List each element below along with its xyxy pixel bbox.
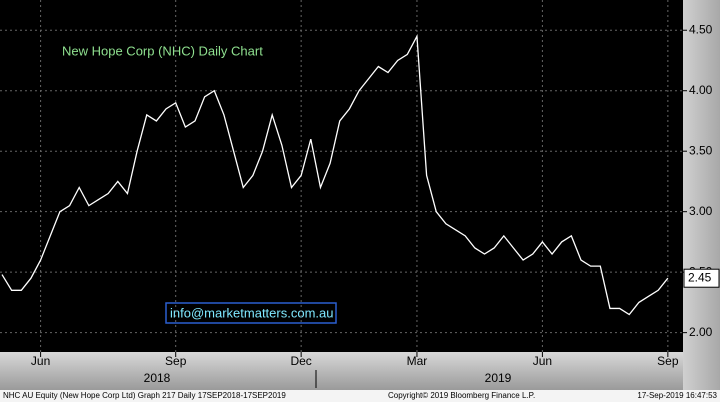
annotation: info@marketmatters.com.au	[170, 305, 333, 320]
x-tick-label: Sep	[165, 354, 187, 368]
chart-title: New Hope Corp (NHC) Daily Chart	[62, 43, 263, 58]
x-year-label: 2018	[144, 371, 171, 385]
footer-left: NHC AU Equity (New Hope Corp Ltd) Graph …	[3, 391, 286, 400]
last-price-label: 2.45	[688, 270, 712, 284]
annotation-box	[165, 302, 337, 324]
x-tick-label: Jun	[31, 354, 50, 368]
x-tick-label: Sep	[657, 354, 679, 368]
x-tick-label: Jun	[533, 354, 552, 368]
y-tick-label: 3.00	[689, 204, 713, 218]
x-year-label: 2019	[485, 371, 512, 385]
footer	[0, 390, 720, 402]
y-tick-label: 3.50	[689, 143, 713, 157]
plot-area	[0, 0, 683, 352]
x-axis-area	[0, 352, 683, 390]
last-price-box	[683, 268, 720, 288]
y-tick-label: 2.00	[689, 325, 713, 339]
price-line	[1, 33, 669, 316]
footer-center: Copyright© 2019 Bloomberg Finance L.P.	[388, 391, 535, 400]
y-tick-label: 4.00	[689, 83, 713, 97]
x-tick-label: Dec	[290, 354, 311, 368]
footer-right: 17-Sep-2019 16:47:53	[637, 391, 717, 400]
y-axis-area	[683, 0, 720, 390]
x-tick-label: Mar	[407, 354, 428, 368]
y-tick-label: 4.50	[689, 22, 713, 36]
